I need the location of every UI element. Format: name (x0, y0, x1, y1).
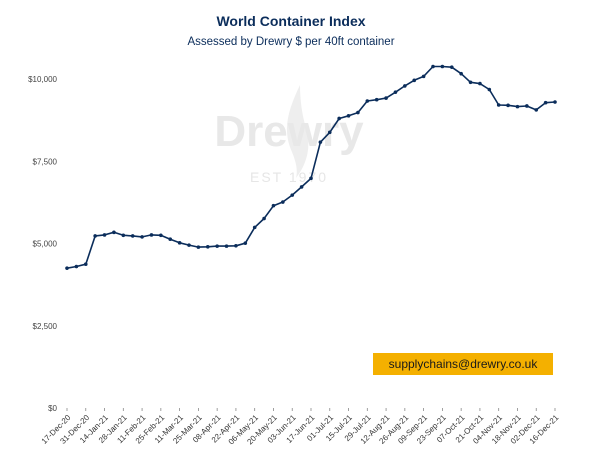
data-point (384, 96, 388, 100)
data-point (449, 65, 454, 69)
plot-area (65, 64, 557, 270)
data-point (177, 241, 182, 245)
data-point (374, 97, 379, 102)
data-point (534, 108, 539, 112)
watermark-brand: Drewry (214, 107, 364, 156)
data-point (525, 104, 529, 108)
watermark-est: EST 1970 (250, 169, 328, 185)
data-point (459, 71, 463, 76)
data-point (403, 84, 407, 88)
data-point (478, 81, 482, 86)
data-point (149, 233, 154, 237)
data-point (309, 176, 313, 181)
data-point (496, 103, 501, 107)
data-point (318, 140, 323, 144)
data-point (252, 225, 257, 230)
data-point (102, 233, 107, 237)
data-point (393, 90, 398, 94)
data-point (65, 266, 69, 270)
data-point (112, 230, 116, 235)
data-point (271, 203, 276, 208)
watermark: Drewry EST 1970 (214, 85, 364, 185)
flame-logo-icon (286, 85, 309, 178)
data-point (506, 103, 510, 108)
data-point (83, 262, 88, 267)
data-point (281, 200, 285, 204)
data-point (262, 216, 266, 221)
chart-title: World Container Index (216, 13, 365, 29)
data-point (515, 104, 520, 109)
data-point (196, 245, 201, 249)
data-point (412, 78, 417, 83)
y-tick-label: $10,000 (28, 75, 57, 84)
chart-subtitle: Assessed by Drewry $ per 40ft container (187, 36, 394, 48)
data-point (205, 244, 210, 249)
data-point (327, 130, 332, 135)
data-point (468, 80, 473, 85)
y-axis: $0 $2,500 $5,000 $7,500 $10,000 (28, 75, 57, 413)
data-point (187, 243, 191, 247)
data-point (346, 114, 351, 118)
data-point (553, 100, 557, 104)
data-point (234, 244, 238, 248)
data-point (93, 234, 97, 238)
data-point (431, 64, 435, 69)
data-point (356, 110, 360, 115)
data-point (421, 74, 426, 79)
data-point (140, 235, 144, 239)
data-point (121, 233, 126, 238)
data-point (543, 100, 548, 105)
data-point (290, 193, 295, 197)
data-point (74, 264, 79, 269)
contact-email[interactable]: supplychains@drewry.co.uk (389, 357, 539, 371)
data-point (224, 244, 229, 248)
data-point (440, 64, 445, 69)
contact-badge-background (373, 353, 553, 375)
data-point (299, 185, 304, 189)
data-point (337, 116, 341, 121)
series-line (66, 65, 556, 269)
y-tick-label: $7,500 (33, 157, 58, 166)
data-point (168, 237, 173, 242)
data-point (365, 99, 370, 103)
data-point (215, 244, 219, 248)
data-point (487, 87, 492, 92)
data-point (159, 233, 163, 238)
x-axis: 17-Dec-2031-Dec-2014-Jan-2128-Jan-2111-F… (40, 408, 561, 446)
y-tick-label: $2,500 (33, 322, 58, 331)
y-tick-label: $0 (48, 404, 57, 413)
y-tick-label: $5,000 (33, 240, 58, 249)
data-point (130, 234, 135, 238)
data-point (243, 241, 248, 245)
contact-badge[interactable]: supplychains@drewry.co.uk (373, 353, 553, 375)
